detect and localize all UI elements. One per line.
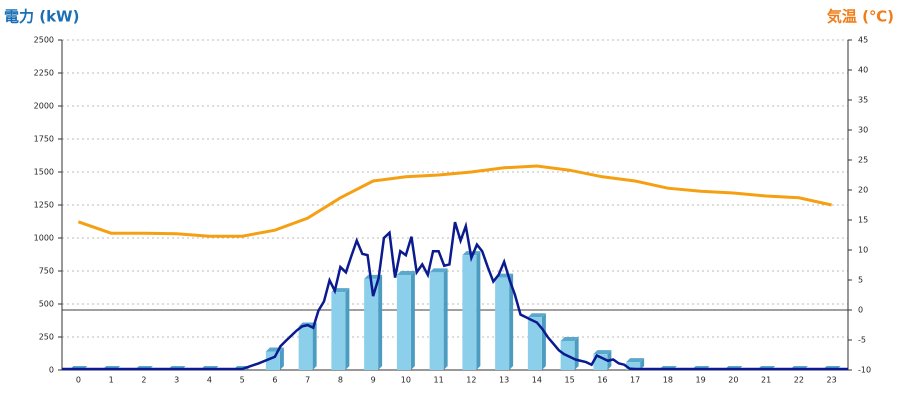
x-tick-label: 3 xyxy=(174,376,179,385)
x-tick-label: 0 xyxy=(76,376,81,385)
y-tick-label: 1250 xyxy=(34,201,54,210)
power-line xyxy=(62,221,848,371)
x-tick-label: 11 xyxy=(434,376,444,385)
x-tick-label: 15 xyxy=(565,376,575,385)
y2-tick-label: 45 xyxy=(858,36,868,45)
y2-tick-label: 10 xyxy=(858,246,868,255)
y2-axis-title: 気温 (℃) xyxy=(827,8,894,26)
x-tick-label: 16 xyxy=(597,376,607,385)
y2-tick-label: -5 xyxy=(858,336,866,345)
y2-tick-label: 0 xyxy=(858,306,863,315)
y2-tick-label: 30 xyxy=(858,126,868,135)
x-tick-label: 6 xyxy=(272,376,277,385)
x-tick-label: 2 xyxy=(141,376,146,385)
x-tick-label: 12 xyxy=(466,376,476,385)
y-tick-label: 0 xyxy=(49,366,54,375)
bar xyxy=(527,317,542,370)
bar xyxy=(298,326,313,370)
x-tick-label: 1 xyxy=(109,376,114,385)
x-tick-label: 23 xyxy=(827,376,837,385)
bar-side xyxy=(541,313,546,370)
y-tick-label: 2000 xyxy=(34,102,54,111)
y-tick-label: 1000 xyxy=(34,234,54,243)
y2-tick-label: 20 xyxy=(858,186,868,195)
bar xyxy=(396,274,411,370)
bar-side xyxy=(476,251,481,370)
x-tick-label: 22 xyxy=(794,376,804,385)
x-tick-label: 20 xyxy=(728,376,738,385)
bar-top xyxy=(429,268,448,273)
x-tick-label: 8 xyxy=(338,376,343,385)
y2-tick-label: 15 xyxy=(858,216,868,225)
x-tick-label: 21 xyxy=(761,376,771,385)
y2-tick-label: 40 xyxy=(858,66,868,75)
bar-side xyxy=(312,322,317,370)
y-tick-label: 2250 xyxy=(34,69,54,78)
bar-top xyxy=(593,350,612,355)
x-tick-label: 17 xyxy=(630,376,640,385)
y2-tick-label: -10 xyxy=(858,366,871,375)
bar-side xyxy=(410,270,415,370)
y-tick-label: 2500 xyxy=(34,36,54,45)
y-tick-label: 1750 xyxy=(34,135,54,144)
y2-tick-label: 5 xyxy=(858,276,863,285)
x-tick-label: 5 xyxy=(240,376,245,385)
x-tick-label: 14 xyxy=(532,376,542,385)
bar-top xyxy=(626,358,645,363)
bar-side xyxy=(574,336,579,370)
x-tick-label: 9 xyxy=(371,376,376,385)
y2-tick-label: 35 xyxy=(858,96,868,105)
y-tick-label: 750 xyxy=(39,267,54,276)
y2-tick-label: 25 xyxy=(858,156,868,165)
bar-top xyxy=(396,270,415,275)
y-tick-label: 1500 xyxy=(34,168,54,177)
x-tick-label: 10 xyxy=(401,376,411,385)
x-tick-label: 4 xyxy=(207,376,212,385)
bar-top xyxy=(527,313,546,318)
y-tick-label: 250 xyxy=(39,333,54,342)
bar-side xyxy=(345,288,350,370)
bar xyxy=(429,272,444,370)
bar-side xyxy=(279,347,284,370)
bar-side xyxy=(378,274,383,370)
x-tick-label: 7 xyxy=(305,376,310,385)
bar-side xyxy=(509,273,514,370)
bar xyxy=(495,277,510,370)
bar-top xyxy=(560,336,579,341)
bar-side xyxy=(640,358,645,370)
y-axis-title: 電力 (kW) xyxy=(4,8,79,26)
bar-side xyxy=(443,268,448,370)
bar xyxy=(462,255,477,370)
y-tick-label: 500 xyxy=(39,300,54,309)
bar xyxy=(364,278,379,370)
x-tick-label: 19 xyxy=(696,376,706,385)
bar xyxy=(331,292,346,370)
bar xyxy=(626,362,641,370)
x-tick-label: 13 xyxy=(499,376,509,385)
x-tick-label: 18 xyxy=(663,376,673,385)
temperature-line xyxy=(77,164,832,238)
